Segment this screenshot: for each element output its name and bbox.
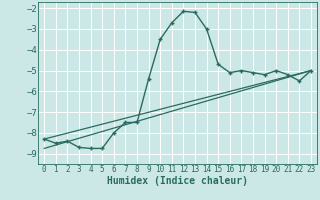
X-axis label: Humidex (Indice chaleur): Humidex (Indice chaleur) bbox=[107, 176, 248, 186]
